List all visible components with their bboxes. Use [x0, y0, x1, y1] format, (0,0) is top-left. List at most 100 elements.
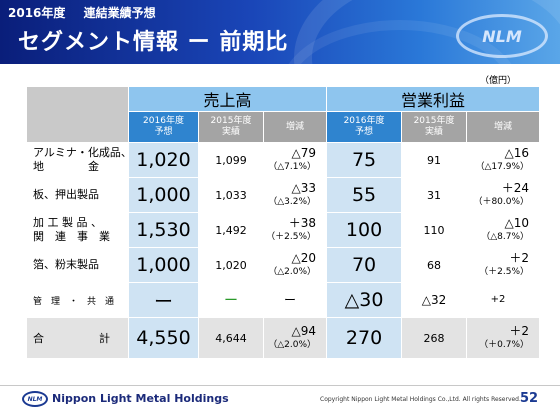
- change-value: △16: [504, 146, 530, 160]
- change-percent: （△8.7%）: [481, 232, 530, 242]
- sales-change-cell: △94 （△2.0%）: [262, 317, 328, 359]
- op-forecast-cell: 70: [326, 247, 403, 283]
- col-header-text: 実績: [221, 127, 240, 137]
- row-label: 管 理 ・ 共 通: [26, 282, 129, 318]
- table-group-header-row: 売上高 営業利益: [26, 86, 541, 143]
- change-value: △33: [291, 181, 317, 195]
- sales-actual-cell: ー: [198, 282, 264, 318]
- change-value: △94: [291, 324, 317, 338]
- sales-change-cell: △79 （△7.1%）: [262, 142, 328, 178]
- change-value: ＋38: [288, 216, 317, 230]
- op-actual-cell: △32: [401, 282, 468, 318]
- header-logo: NLM: [456, 14, 548, 58]
- change-value: ＋2: [509, 251, 530, 265]
- change-percent: （△7.1%）: [268, 162, 317, 172]
- op-forecast-cell: 55: [326, 177, 403, 213]
- sales-actual-cell: 1,020: [198, 247, 264, 283]
- col-header-text: 実績: [425, 127, 444, 137]
- table-row: 板、押出製品 1,000 1,033 △33 （△3.2%） 55 31 ＋24 （…: [26, 177, 541, 213]
- sales-actual-cell: 1,033: [198, 177, 264, 213]
- footer-company-name: Nippon Light Metal Holdings: [52, 392, 229, 405]
- change-value: ＋2: [509, 324, 530, 338]
- row-label-line: 加 工 製 品 、: [33, 216, 102, 229]
- row-label-line: 箔、粉末製品: [33, 258, 99, 271]
- sales-change-cell: △33 （△3.2%）: [262, 177, 328, 213]
- change-percent: （△2.0%）: [268, 267, 317, 277]
- sales-forecast-cell: 4,550: [128, 317, 199, 359]
- op-forecast-cell: 270: [326, 317, 403, 359]
- col-header-op-change: 増減: [466, 111, 541, 143]
- sales-change-cell: ー: [262, 282, 328, 318]
- col-header-sales-change: 増減: [262, 111, 328, 143]
- sales-forecast-cell: 1,000: [128, 247, 199, 283]
- change-percent: （△17.9%）: [475, 162, 530, 172]
- row-label-line: 地 金: [33, 160, 99, 173]
- table-row: 加 工 製 品 、関 連 事 業 1,530 1,492 ＋38 （＋2.5%） …: [26, 212, 541, 248]
- group-header-sales: 売上高: [127, 86, 328, 112]
- col-header-text: 2016年度: [343, 116, 385, 126]
- op-forecast-cell: 100: [326, 212, 403, 248]
- change-value: △10: [504, 216, 530, 230]
- op-change-cell: ＋2 （＋0.7%）: [466, 317, 541, 359]
- col-header-text: 予想: [154, 127, 173, 137]
- row-label: 板、押出製品: [26, 177, 129, 213]
- header-year: 2016年度: [8, 6, 66, 20]
- op-change-cell: +2: [466, 282, 541, 318]
- col-header-text: 2016年度: [143, 116, 184, 126]
- page-number: 52: [520, 391, 539, 406]
- table-row: 箔、粉末製品 1,000 1,020 △20 （△2.0%） 70 68 ＋2 （＋…: [26, 247, 541, 283]
- change-percent: （△2.0%）: [268, 340, 317, 350]
- op-change-cell: △10 （△8.7%）: [466, 212, 541, 248]
- change-percent: （＋2.5%）: [479, 267, 530, 277]
- row-label-line: 関 連 事 業: [33, 230, 110, 243]
- sales-actual-cell: 1,492: [198, 212, 264, 248]
- op-actual-cell: 31: [401, 177, 468, 213]
- change-percent: （＋2.5%）: [266, 232, 317, 242]
- op-change-cell: ＋2 （＋2.5%）: [466, 247, 541, 283]
- table-row: アルミナ・化成品、地 金 1,020 1,099 △79 （△7.1%） 75 9…: [26, 142, 541, 178]
- row-label-line: アルミナ・化成品、: [33, 146, 132, 159]
- row-label: 箔、粉末製品: [26, 247, 129, 283]
- col-header-op-forecast: 2016年度 予想: [326, 111, 403, 143]
- change-value: ＋24: [501, 181, 530, 195]
- row-label: 加 工 製 品 、関 連 事 業: [26, 212, 129, 248]
- footer-logo: NLM: [22, 391, 48, 407]
- col-header-sales-forecast: 2016年度 予想: [128, 111, 199, 143]
- unit-label: （億円）: [480, 76, 517, 86]
- sales-actual-cell: 4,644: [198, 317, 264, 359]
- op-change-cell: ＋24 （＋80.0%）: [466, 177, 541, 213]
- slide-title: セグメント情報 ー 前期比: [18, 30, 289, 55]
- op-actual-cell: 110: [401, 212, 468, 248]
- segment-table: 売上高 営業利益 2016年度 予想 2015年度 実績 増減 2016年度 予想 2…: [26, 86, 541, 359]
- group-header-operating-profit: 営業利益: [326, 86, 541, 112]
- sales-change-cell: ＋38 （＋2.5%）: [262, 212, 328, 248]
- op-change-cell: △16 （△17.9%）: [466, 142, 541, 178]
- slide-header: 2016年度 連結業績予想 セグメント情報 ー 前期比 NLM: [0, 0, 560, 64]
- table-corner-cell: [26, 86, 129, 143]
- sales-forecast-cell: 1,000: [128, 177, 199, 213]
- change-value: △20: [291, 251, 317, 265]
- op-forecast-cell: △30: [326, 282, 403, 318]
- table-row-management: 管 理 ・ 共 通 ー ー ー △30 △32 +2: [26, 282, 541, 318]
- col-header-text: 予想: [355, 127, 374, 137]
- row-label-line: 板、押出製品: [33, 188, 99, 201]
- sales-actual-cell: 1,099: [198, 142, 264, 178]
- sales-forecast-cell: 1,530: [128, 212, 199, 248]
- op-forecast-cell: 75: [326, 142, 403, 178]
- footer-divider: [0, 385, 560, 386]
- header-topline: 2016年度 連結業績予想: [8, 4, 170, 21]
- op-actual-cell: 268: [401, 317, 468, 359]
- op-actual-cell: 68: [401, 247, 468, 283]
- col-header-op-actual: 2015年度 実績: [401, 111, 468, 143]
- change-percent: （＋80.0%）: [473, 197, 530, 207]
- table-row-total: 合 計 4,550 4,644 △94 （△2.0%） 270 268 ＋2 （＋0…: [26, 317, 541, 359]
- change-percent: （＋0.7%）: [479, 340, 530, 350]
- col-header-text: 2015年度: [210, 116, 252, 126]
- change-value: △79: [291, 146, 317, 160]
- row-label: アルミナ・化成品、地 金: [26, 142, 132, 178]
- footer-copyright: Copyright Nippon Light Metal Holdings Co…: [320, 396, 521, 403]
- header-subtitle: 連結業績予想: [83, 6, 156, 20]
- col-header-text: 2015年度: [413, 116, 455, 126]
- sales-forecast-cell: 1,020: [128, 142, 199, 178]
- table-subheader-row: 2016年度 予想 2015年度 実績 増減 2016年度 予想 2015年度 実績 増…: [27, 111, 541, 143]
